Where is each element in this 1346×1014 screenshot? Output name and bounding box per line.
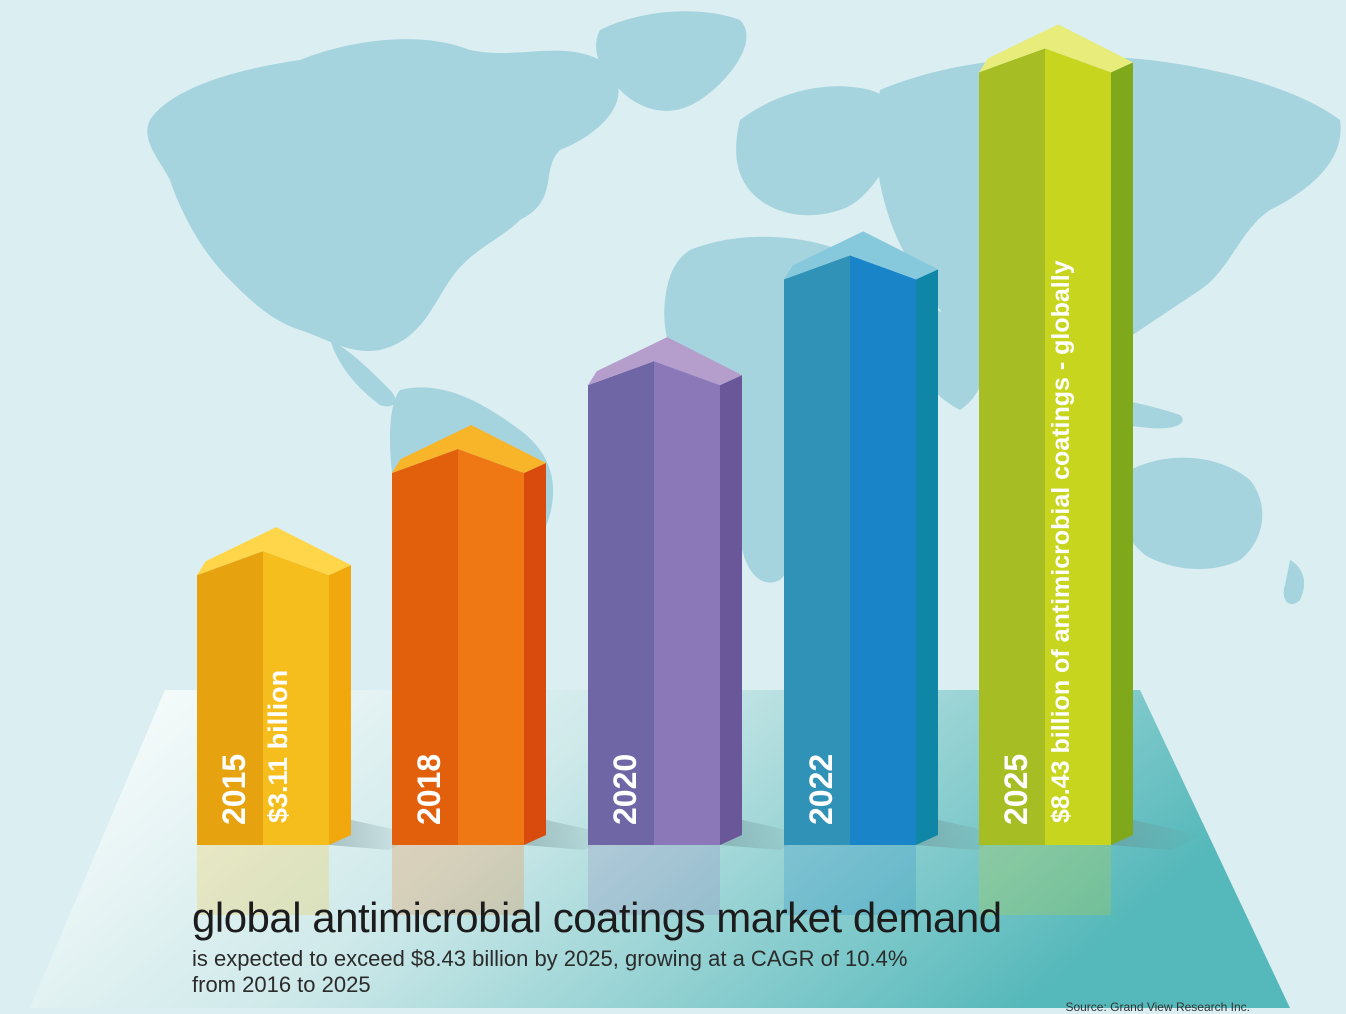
bar-side xyxy=(524,463,546,845)
bar-shadow xyxy=(1111,815,1201,850)
bar-top xyxy=(197,527,351,576)
caption: global antimicrobial coatings market dem… xyxy=(192,894,1192,998)
bar-front-left xyxy=(784,255,850,845)
year-label: 2015 xyxy=(216,754,252,825)
bar-reflection xyxy=(588,845,720,915)
bar-front-left xyxy=(197,551,263,845)
bar-top xyxy=(588,337,742,386)
bar-2020: 2020 xyxy=(588,337,810,915)
bar-side xyxy=(720,375,742,845)
bar-front-right xyxy=(263,551,329,845)
caption-subtitle-line-1: is expected to exceed $8.43 billion by 2… xyxy=(192,946,908,971)
bar-2015: 2015 $3.11 billion xyxy=(197,527,419,915)
bar-side xyxy=(329,565,351,845)
year-label: 2020 xyxy=(607,754,643,825)
bar-front-left xyxy=(979,48,1045,846)
bar-front-right xyxy=(654,361,720,845)
bar-top xyxy=(784,231,938,280)
bar-side xyxy=(1111,62,1133,846)
source-note: Source: Grand View Research Inc. xyxy=(1065,1000,1250,1014)
bar-top xyxy=(392,425,546,474)
year-label: 2022 xyxy=(803,754,839,825)
bar-front-left xyxy=(588,361,654,845)
bar-front-right xyxy=(850,255,916,845)
year-label: 2018 xyxy=(411,754,447,825)
bar-2025: 2025 $8.43 billion of antimicrobial coati… xyxy=(979,24,1201,915)
bar-2022: 2022 xyxy=(784,231,1006,915)
caption-subtitle: is expected to exceed $8.43 billion by 2… xyxy=(192,946,1192,998)
bar-front-right xyxy=(1045,48,1111,846)
bar-reflection xyxy=(784,845,916,915)
bar-top xyxy=(979,24,1133,73)
caption-title: global antimicrobial coatings market dem… xyxy=(192,894,1002,941)
value-label: $8.43 billion of antimicrobial coatings … xyxy=(1047,260,1075,823)
bar-reflection xyxy=(979,845,1111,915)
bar-front-right xyxy=(458,449,524,845)
bar-reflection xyxy=(197,845,329,915)
bar-reflection xyxy=(392,845,524,915)
bar-2018: 2018 xyxy=(392,425,614,915)
year-label: 2025 xyxy=(998,754,1034,825)
caption-subtitle-line-2: from 2016 to 2025 xyxy=(192,972,371,997)
bar-front-left xyxy=(392,449,458,845)
bar-side xyxy=(916,269,938,845)
value-label: $3.11 billion xyxy=(263,670,293,823)
